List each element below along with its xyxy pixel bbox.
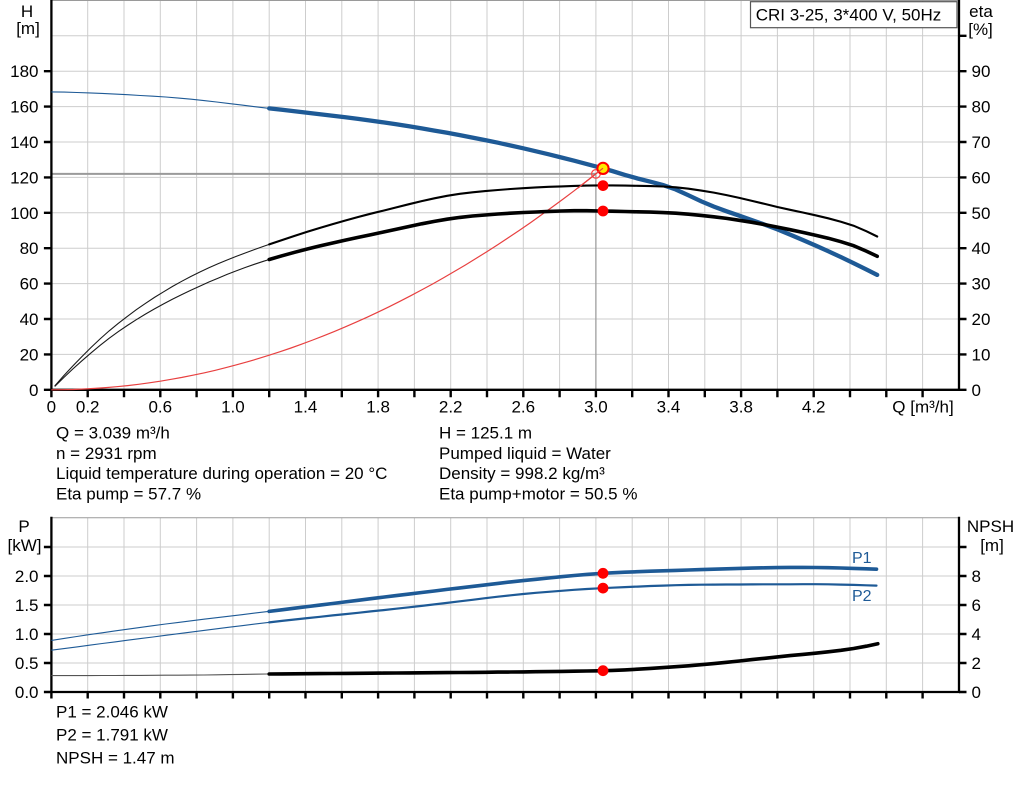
svg-text:0: 0 — [29, 381, 38, 400]
svg-text:n = 2931 rpm: n = 2931 rpm — [56, 444, 157, 463]
svg-text:Q [m³/h]: Q [m³/h] — [892, 398, 953, 417]
svg-text:P1: P1 — [852, 550, 872, 567]
svg-text:1.0: 1.0 — [15, 625, 39, 644]
svg-text:0.2: 0.2 — [76, 398, 100, 417]
svg-text:H = 125.1 m: H = 125.1 m — [439, 424, 532, 443]
svg-text:0: 0 — [972, 683, 981, 702]
svg-text:[m]: [m] — [16, 19, 40, 38]
svg-text:160: 160 — [10, 98, 38, 117]
svg-text:2: 2 — [972, 654, 981, 673]
svg-text:eta: eta — [969, 2, 993, 21]
svg-text:3.8: 3.8 — [729, 398, 753, 417]
svg-text:20: 20 — [20, 345, 39, 364]
svg-text:40: 40 — [972, 239, 991, 258]
svg-text:0.6: 0.6 — [148, 398, 172, 417]
svg-text:P: P — [18, 517, 29, 536]
svg-text:Pumped liquid = Water: Pumped liquid = Water — [439, 444, 611, 463]
svg-text:0: 0 — [47, 398, 56, 417]
svg-text:Eta pump+motor = 50.5 %: Eta pump+motor = 50.5 % — [439, 484, 637, 503]
svg-text:140: 140 — [10, 133, 38, 152]
svg-text:70: 70 — [972, 133, 991, 152]
svg-text:20: 20 — [972, 310, 991, 329]
svg-text:90: 90 — [972, 62, 991, 81]
svg-text:NPSH: NPSH — [967, 517, 1014, 536]
svg-text:2.0: 2.0 — [15, 567, 39, 586]
svg-text:4.2: 4.2 — [802, 398, 826, 417]
svg-text:80: 80 — [20, 239, 39, 258]
svg-text:0.0: 0.0 — [15, 683, 39, 702]
svg-text:60: 60 — [20, 275, 39, 294]
svg-text:0: 0 — [972, 381, 981, 400]
svg-text:3.0: 3.0 — [584, 398, 608, 417]
svg-text:100: 100 — [10, 204, 38, 223]
svg-text:CRI 3-25, 3*400 V, 50Hz: CRI 3-25, 3*400 V, 50Hz — [756, 6, 942, 25]
svg-text:P2 = 1.791 kW: P2 = 1.791 kW — [56, 726, 168, 745]
svg-text:60: 60 — [972, 168, 991, 187]
svg-text:10: 10 — [972, 345, 991, 364]
svg-text:6: 6 — [972, 596, 981, 615]
svg-text:180: 180 — [10, 62, 38, 81]
svg-text:1.8: 1.8 — [366, 398, 390, 417]
svg-text:80: 80 — [972, 98, 991, 117]
svg-text:NPSH = 1.47 m: NPSH = 1.47 m — [56, 749, 175, 768]
svg-text:P2: P2 — [852, 588, 872, 605]
svg-text:50: 50 — [972, 204, 991, 223]
svg-text:Eta pump = 57.7 %: Eta pump = 57.7 % — [56, 484, 201, 503]
svg-text:4: 4 — [972, 625, 981, 644]
svg-text:30: 30 — [972, 275, 991, 294]
svg-text:1.5: 1.5 — [15, 596, 39, 615]
svg-text:[m]: [m] — [980, 536, 1004, 555]
svg-text:120: 120 — [10, 168, 38, 187]
svg-text:3.4: 3.4 — [657, 398, 681, 417]
svg-text:8: 8 — [972, 567, 981, 586]
svg-text:2.2: 2.2 — [439, 398, 463, 417]
svg-text:0.5: 0.5 — [15, 654, 39, 673]
svg-text:2.6: 2.6 — [511, 398, 535, 417]
svg-text:[%]: [%] — [968, 20, 993, 39]
svg-text:P1 = 2.046 kW: P1 = 2.046 kW — [56, 703, 168, 722]
svg-text:Q = 3.039 m³/h: Q = 3.039 m³/h — [56, 424, 170, 443]
svg-text:40: 40 — [20, 310, 39, 329]
svg-text:Density = 998.2 kg/m³: Density = 998.2 kg/m³ — [439, 464, 605, 483]
svg-text:Liquid temperature during oper: Liquid temperature during operation = 20… — [56, 464, 387, 483]
svg-text:1.4: 1.4 — [294, 398, 318, 417]
svg-text:1.0: 1.0 — [221, 398, 245, 417]
svg-text:H: H — [21, 2, 33, 21]
svg-text:[kW]: [kW] — [8, 536, 42, 555]
